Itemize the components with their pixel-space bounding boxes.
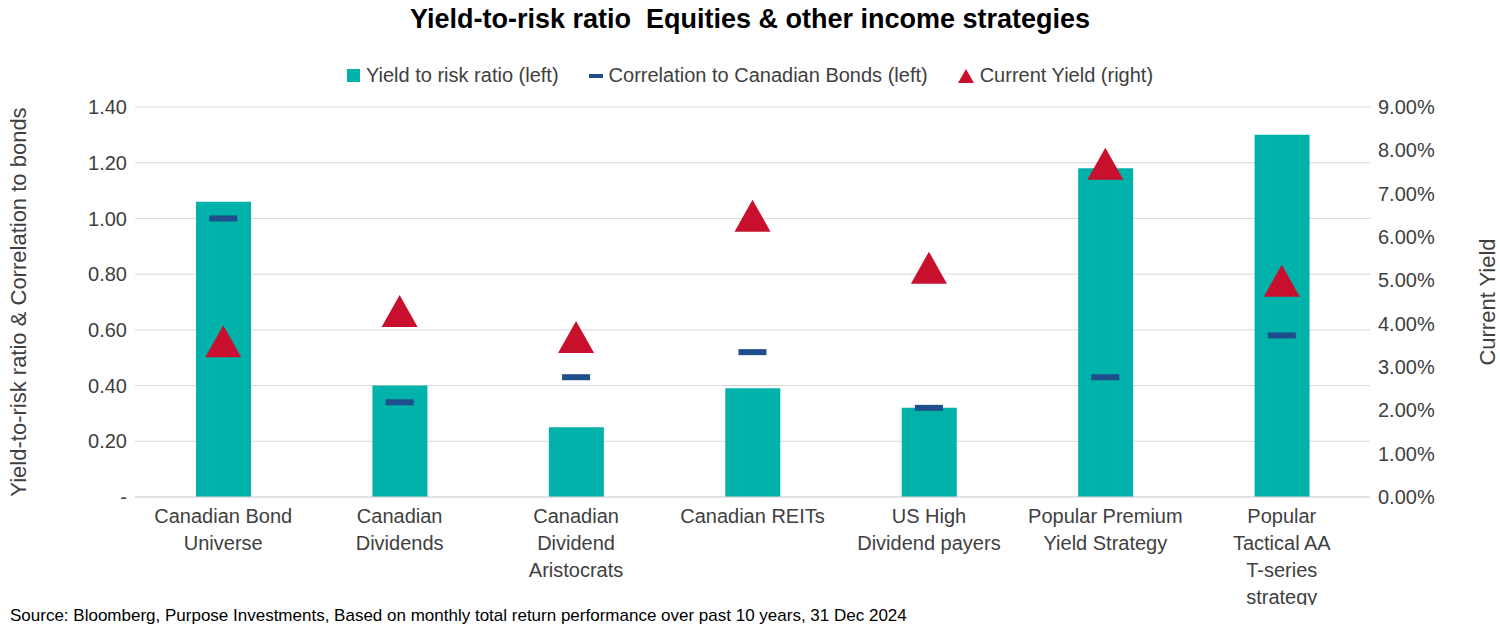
svg-text:0.00%: 0.00% [1378,486,1435,508]
svg-text:0.80: 0.80 [88,263,127,285]
svg-text:0.40: 0.40 [88,375,127,397]
svg-text:CanadianDividendAristocrats: CanadianDividendAristocrats [529,505,623,581]
svg-text:CanadianDividends: CanadianDividends [356,505,444,554]
html-text:Yield-to-risk ratio Equities &: Yield-to-risk ratio Equities & other inc… [409,4,1091,34]
html-text:Source: Bloomberg, Purpose Inv: Source: Bloomberg, Purpose Investments, … [10,606,907,625]
svg-text:-: - [120,486,127,508]
svg-text:1.00: 1.00 [88,208,127,230]
html-text:Current Yield (right): Current Yield (right) [979,64,1154,86]
svg-text:0.20: 0.20 [88,430,127,452]
svg-text:6.00%: 6.00% [1378,226,1435,248]
svg-text:0.60: 0.60 [88,319,127,341]
svg-text:2.00%: 2.00% [1378,399,1435,421]
svg-text:PopularTactical AAT-seriesstra: PopularTactical AAT-seriesstrategy [1233,505,1331,605]
svg-text:Popular PremiumYield Strategy: Popular PremiumYield Strategy [1028,505,1183,554]
html-text:Yield to risk ratio (left): Yield to risk ratio (left) [365,64,559,86]
html-text:Correlation to Canadian Bonds: Correlation to Canadian Bonds (left) [608,64,928,86]
svg-text:US HighDividend payers: US HighDividend payers [857,505,1000,554]
svg-text:1.00%: 1.00% [1378,443,1435,465]
svg-text:7.00%: 7.00% [1378,183,1435,205]
svg-text:8.00%: 8.00% [1378,139,1435,161]
svg-text:Canadian BondUniverse: Canadian BondUniverse [154,505,292,554]
svg-text:Canadian REITs: Canadian REITs [680,505,825,527]
svg-text:1.20: 1.20 [88,152,127,174]
svg-text:4.00%: 4.00% [1378,313,1435,335]
svg-text:Current Yield: Current Yield [1475,238,1492,365]
svg-text:1.40: 1.40 [88,96,127,118]
svg-text:3.00%: 3.00% [1378,356,1435,378]
svg-text:9.00%: 9.00% [1378,96,1435,118]
svg-text:Yield-to-risk ratio & Correlat: Yield-to-risk ratio & Correlation to bon… [8,107,31,496]
svg-text:5.00%: 5.00% [1378,269,1435,291]
